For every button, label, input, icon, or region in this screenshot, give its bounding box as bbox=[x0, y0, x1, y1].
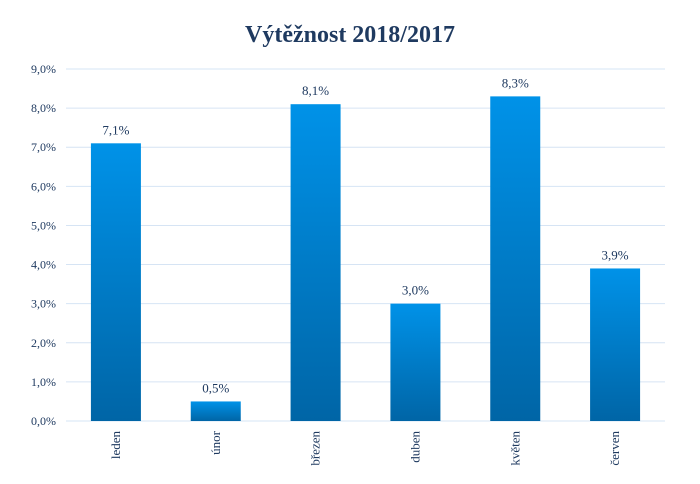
bar bbox=[490, 96, 541, 421]
x-tick-label: březen bbox=[308, 431, 323, 466]
bar bbox=[190, 401, 241, 421]
x-tick-label: leden bbox=[108, 431, 123, 460]
bar bbox=[90, 143, 141, 422]
x-tick-label: červen bbox=[607, 431, 622, 466]
y-tick-label: 1,0% bbox=[31, 375, 56, 389]
y-tick-label: 6,0% bbox=[31, 179, 56, 193]
y-tick-label: 4,0% bbox=[31, 258, 56, 272]
x-tick-label: duben bbox=[407, 431, 422, 463]
x-tick-label: únor bbox=[208, 430, 223, 455]
data-label: 3,0% bbox=[402, 283, 429, 298]
chart-title: Výtěžnost 2018/2017 bbox=[245, 22, 455, 48]
y-tick-label: 7,0% bbox=[31, 140, 56, 154]
x-tick-label: květen bbox=[507, 431, 522, 466]
data-label: 7,1% bbox=[102, 122, 129, 137]
data-label: 0,5% bbox=[202, 380, 229, 395]
data-label: 3,9% bbox=[602, 247, 629, 262]
y-tick-label: 2,0% bbox=[31, 336, 56, 350]
y-tick-label: 0,0% bbox=[31, 414, 56, 428]
bar bbox=[590, 268, 641, 421]
y-tick-label: 3,0% bbox=[31, 297, 56, 311]
y-tick-label: 5,0% bbox=[31, 218, 56, 232]
data-label: 8,1% bbox=[302, 83, 329, 98]
y-tick-label: 8,0% bbox=[31, 101, 56, 115]
bar bbox=[390, 303, 441, 421]
bar bbox=[290, 104, 341, 421]
y-tick-label: 9,0% bbox=[31, 62, 56, 76]
data-label: 8,3% bbox=[502, 75, 529, 90]
